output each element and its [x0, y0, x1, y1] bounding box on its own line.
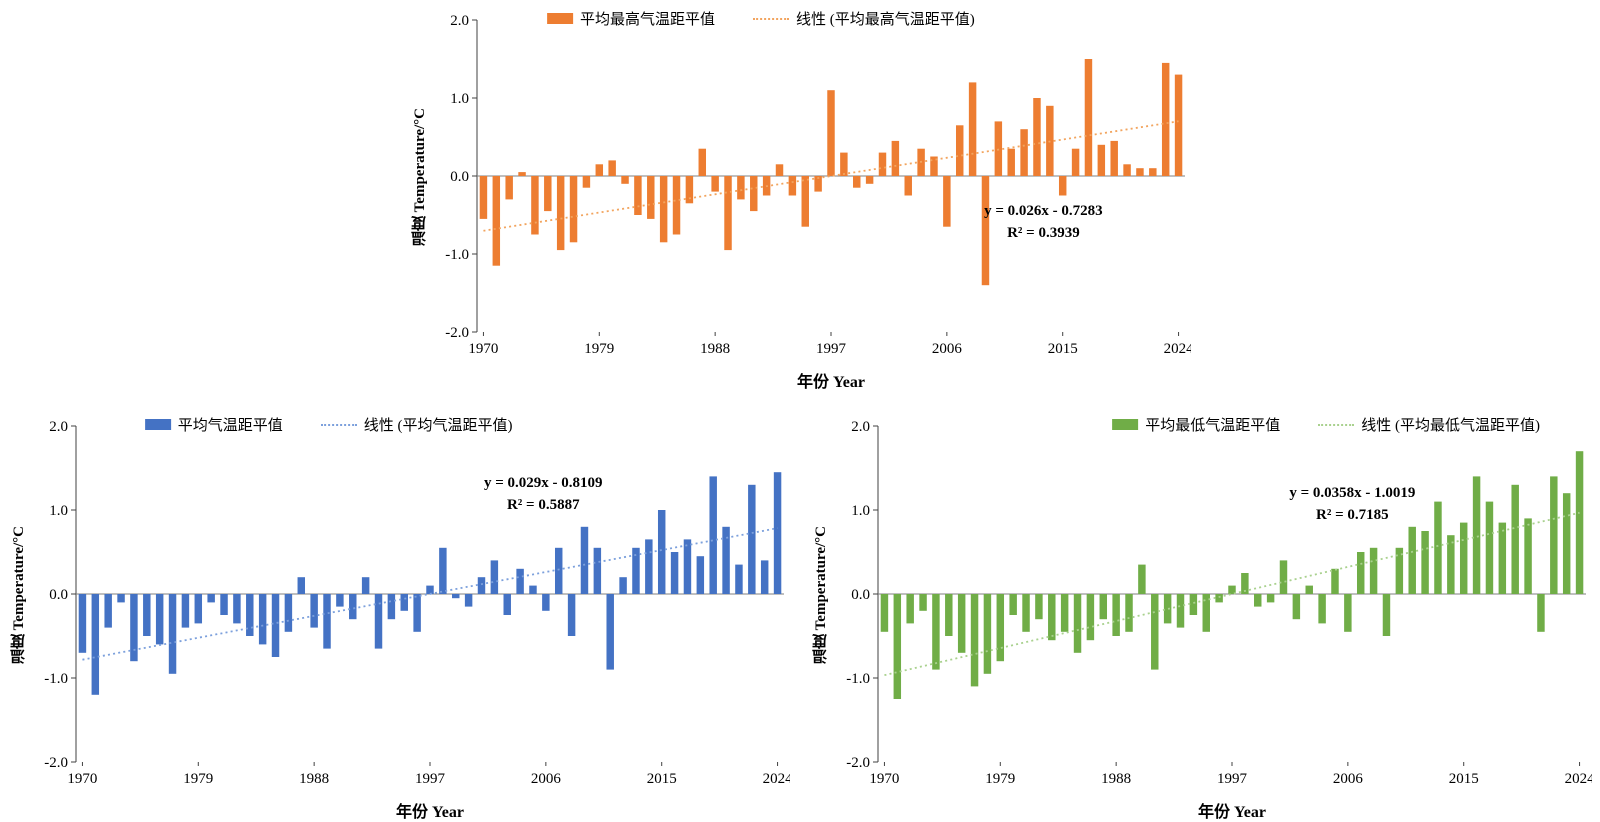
- svg-text:2006: 2006: [1333, 771, 1364, 787]
- plot-area: 2.0 1.0 0.0 -1.0 -2.0 1970 1979 1988 1997 2006 201…: [832, 412, 1592, 796]
- legend-trend-label: 线性 (平均气温距平值): [363, 418, 513, 434]
- svg-text:1988: 1988: [700, 341, 730, 357]
- svg-text:1.0: 1.0: [49, 503, 68, 519]
- svg-text:1979: 1979: [985, 771, 1015, 787]
- legend-trend-line-icon: [320, 423, 357, 426]
- top-chart-row: 平均最高气温距平值 线性 (平均最高气温距平值) 温度 Temperature/…: [0, 6, 1600, 392]
- chart-body: 温度 Temperature/°C 2.0 1.0 0.0 -1.0 -2.0 1970 1…: [810, 412, 1592, 822]
- trend-equation: y = 0.026x - 0.7283: [984, 202, 1103, 219]
- svg-text:2015: 2015: [1048, 341, 1078, 357]
- plot-column: 2.0 1.0 0.0 -1.0 -2.0 1970 1979 1988 1997 2006 201…: [832, 412, 1592, 822]
- svg-text:0.0: 0.0: [851, 587, 870, 603]
- trend-annotation: y = 0.0358x - 1.0019 R² = 0.7185: [1289, 483, 1415, 527]
- trend-annotation: y = 0.029x - 0.8109 R² = 0.5887: [484, 473, 603, 517]
- legend: 平均最高气温距平值 线性 (平均最高气温距平值): [547, 8, 975, 29]
- legend-series-label: 平均最高气温距平值: [580, 12, 716, 28]
- svg-text:-1.0: -1.0: [44, 671, 68, 687]
- legend-series-swatch: [1112, 419, 1139, 430]
- svg-text:2.0: 2.0: [851, 419, 870, 435]
- svg-text:2015: 2015: [1449, 771, 1479, 787]
- legend-series-swatch: [144, 419, 171, 430]
- svg-text:1970: 1970: [67, 771, 97, 787]
- svg-text:0.0: 0.0: [450, 169, 469, 185]
- y-axis-title: 温度 Temperature/°C: [813, 525, 829, 665]
- legend-series-swatch: [547, 13, 574, 24]
- svg-text:2024: 2024: [763, 771, 790, 787]
- svg-text:-2.0: -2.0: [44, 755, 68, 771]
- y-axis-title: 温度 Temperature/°C: [412, 107, 428, 247]
- y-axis-title: 温度 Temperature/°C: [11, 525, 27, 665]
- chart-body: 温度 Temperature/°C 2.0 1.0 0.0 -1.0 -2.0 1970 1…: [8, 412, 790, 822]
- svg-text:1.0: 1.0: [851, 503, 870, 519]
- svg-text:1979: 1979: [183, 771, 213, 787]
- legend: 平均气温距平值 线性 (平均气温距平值): [144, 414, 513, 435]
- legend-trend-label: 线性 (平均最低气温距平值): [1361, 418, 1540, 434]
- svg-text:2.0: 2.0: [49, 419, 68, 435]
- svg-text:2015: 2015: [647, 771, 677, 787]
- chart-block-min-temp: 平均最低气温距平值 线性 (平均最低气温距平值) 温度 Temperature/…: [810, 412, 1592, 822]
- legend-trend-line-icon: [753, 17, 790, 20]
- trend-r2: R² = 0.5887: [506, 496, 580, 513]
- chart-body: 温度 Temperature/°C 2.0 1.0 0.0 -1.0 -2.0 1970 1…: [409, 6, 1191, 392]
- svg-text:1997: 1997: [1217, 771, 1248, 787]
- legend-trend-line-icon: [1318, 423, 1355, 426]
- trend-equation: y = 0.029x - 0.8109: [483, 475, 603, 492]
- svg-text:-2.0: -2.0: [846, 755, 870, 771]
- svg-text:2.0: 2.0: [450, 13, 469, 29]
- svg-text:2024: 2024: [1565, 771, 1592, 787]
- legend-series-label: 平均气温距平值: [177, 418, 283, 434]
- chart-block-max-temp: 平均最高气温距平值 线性 (平均最高气温距平值) 温度 Temperature/…: [409, 6, 1191, 392]
- svg-text:1988: 1988: [1101, 771, 1131, 787]
- svg-text:2006: 2006: [531, 771, 562, 787]
- legend-trend-label: 线性 (平均最高气温距平值): [796, 12, 975, 28]
- svg-text:1.0: 1.0: [450, 91, 469, 107]
- legend: 平均最低气温距平值 线性 (平均最低气温距平值): [1112, 414, 1540, 435]
- x-axis-title: 年份 Year: [797, 374, 865, 391]
- legend-series-label: 平均最低气温距平值: [1145, 418, 1281, 434]
- svg-text:-1.0: -1.0: [445, 247, 469, 263]
- svg-text:-1.0: -1.0: [846, 671, 870, 687]
- plot-area: 2.0 1.0 0.0 -1.0 -2.0 1970 1979 1988 1997 2006 201…: [30, 412, 790, 796]
- trend-equation: y = 0.0358x - 1.0019: [1289, 485, 1416, 502]
- x-axis-title: 年份 Year: [396, 804, 464, 821]
- svg-text:0.0: 0.0: [49, 587, 68, 603]
- chart-block-mean-temp: 平均气温距平值 线性 (平均气温距平值) 温度 Temperature/°C 2…: [8, 412, 790, 822]
- svg-text:2024: 2024: [1164, 341, 1191, 357]
- plot-area: 2.0 1.0 0.0 -1.0 -2.0 1970 1979 1988 1997 2006 201…: [431, 6, 1191, 366]
- svg-text:2006: 2006: [932, 341, 963, 357]
- svg-text:1970: 1970: [468, 341, 498, 357]
- bottom-chart-row: 平均气温距平值 线性 (平均气温距平值) 温度 Temperature/°C 2…: [0, 412, 1600, 822]
- svg-text:1997: 1997: [415, 771, 446, 787]
- x-axis-title: 年份 Year: [1198, 804, 1266, 821]
- svg-text:1970: 1970: [869, 771, 899, 787]
- svg-text:1997: 1997: [816, 341, 847, 357]
- trend-r2: R² = 0.7185: [1316, 506, 1389, 523]
- svg-text:1988: 1988: [299, 771, 329, 787]
- plot-column: 2.0 1.0 0.0 -1.0 -2.0 1970 1979 1988 1997 2006 201…: [431, 6, 1191, 392]
- svg-text:1979: 1979: [584, 341, 614, 357]
- plot-column: 2.0 1.0 0.0 -1.0 -2.0 1970 1979 1988 1997 2006 201…: [30, 412, 790, 822]
- trend-annotation: y = 0.026x - 0.7283 R² = 0.3939: [984, 201, 1103, 245]
- svg-text:-2.0: -2.0: [445, 325, 469, 341]
- trend-r2: R² = 0.3939: [1007, 224, 1080, 241]
